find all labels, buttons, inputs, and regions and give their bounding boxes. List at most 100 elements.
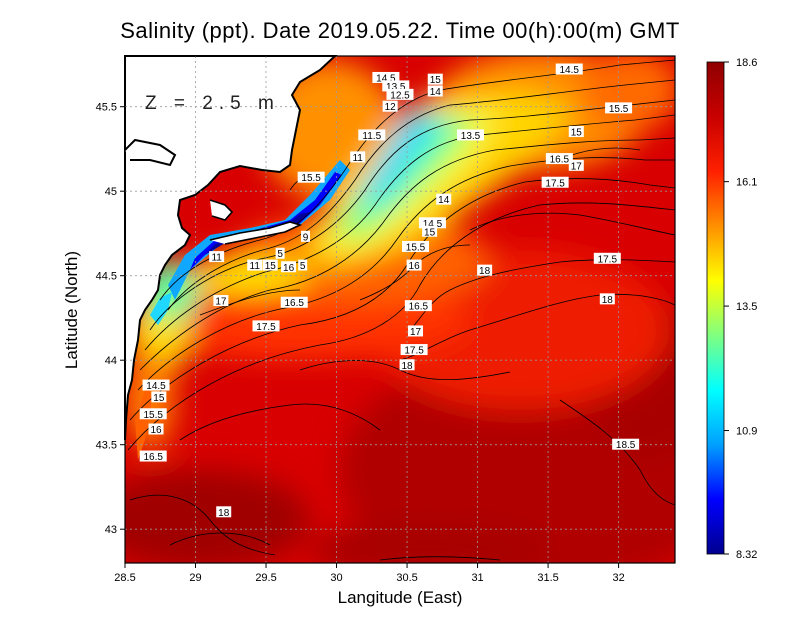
contour-label-text: 11.5: [362, 131, 381, 142]
contour-label-bg: [280, 296, 308, 308]
contour-label-text: 18: [479, 266, 491, 277]
contour-label-text: 12.5: [390, 90, 410, 101]
contour-label: 14.5: [142, 379, 170, 392]
contour-label-bg: [297, 171, 325, 183]
contour-label-text: 16: [150, 425, 162, 436]
contour-label-bg: [298, 259, 308, 271]
contour-label-text: 16: [409, 261, 421, 272]
contour-label: 18: [216, 506, 232, 519]
contour-label-bg: [427, 85, 443, 97]
contour-label-bg: [252, 320, 280, 332]
contour-label-bg: [275, 247, 285, 259]
x-tick-label: 28.5: [114, 572, 135, 584]
contour-label-text: 16.5: [284, 298, 304, 309]
contour-label-bg: [400, 344, 428, 356]
contour-label: 17.5: [593, 252, 621, 265]
depth-annotation: Z = 2.5 m: [145, 93, 280, 114]
colorbar-tick-label: 16.1: [736, 177, 757, 189]
contour-label: 15.5: [297, 171, 325, 184]
contour-label-text: 5: [277, 249, 283, 260]
contour-label-text: 18: [401, 361, 413, 372]
contour-label: 16: [406, 259, 422, 272]
contour-label-bg: [247, 259, 263, 271]
contour-label-bg: [418, 217, 446, 229]
contour-label-text: 15.5: [609, 104, 629, 115]
y-tick-label: 44: [105, 355, 117, 367]
contour-label-bg: [612, 438, 640, 450]
contour-label: 14: [427, 85, 443, 98]
contour-label-text: 14: [438, 195, 450, 206]
contour-label-text: 9: [303, 232, 309, 243]
contour-label-bg: [382, 80, 410, 92]
contour-label-bg: [406, 259, 422, 271]
y-axis-label: Latitude (North): [62, 250, 81, 370]
contour-label: 16.5: [280, 296, 308, 309]
contour-label: 11: [209, 251, 225, 264]
contour-label: 18: [599, 293, 615, 306]
x-tick-label: 32: [612, 572, 624, 584]
contour-label-text: 12: [385, 102, 397, 113]
contour-label-text: 13.5: [461, 131, 481, 142]
contour-label: 15: [422, 225, 438, 238]
contour-label-text: 17.5: [256, 322, 276, 333]
contour-label-bg: [382, 100, 398, 112]
contour-label-bg: [213, 295, 229, 307]
contour-label-text: 17: [215, 297, 227, 308]
contour-label-text: 14: [430, 87, 442, 98]
contour-label-bg: [457, 129, 485, 141]
contour-label-bg: [151, 391, 167, 403]
contour-label-bg: [216, 506, 232, 518]
contour-label-text: 16.5: [550, 155, 570, 166]
colorbar-ticks: 18.6 16.1 13.5 10.9 8.32: [724, 57, 757, 561]
contour-label-bg: [404, 300, 432, 312]
contour-label: 17.5: [400, 344, 428, 357]
x-tick-label: 29.5: [255, 572, 276, 584]
contour-label: 11: [350, 151, 366, 164]
contour-label-text: 15: [153, 393, 165, 404]
y-tick-label: 45: [105, 186, 117, 198]
contour-label-text: 17.5: [545, 178, 565, 189]
contour-label: 17.5: [541, 176, 569, 189]
contour-label-bg: [593, 252, 621, 264]
x-tick-label: 30: [330, 572, 342, 584]
contour-label: 12.5: [386, 88, 414, 101]
contour-label-text: 14.5: [423, 219, 443, 230]
contour-label-text: 16.5: [409, 302, 429, 313]
colorbar-tick-label: 8.32: [736, 549, 757, 561]
contour-label: 9: [301, 230, 311, 243]
x-axis: 28.5 29 29.5 30 30.5 31 31.5 32: [114, 563, 625, 584]
contour-label-bg: [402, 240, 430, 252]
contour-label: 16.5: [139, 450, 167, 463]
y-tick-label: 45.5: [96, 102, 117, 114]
contour-label-text: 16: [283, 263, 295, 274]
contour-label: 15: [427, 73, 443, 86]
contour-label-bg: [436, 193, 452, 205]
contour-label-bg: [386, 88, 414, 100]
colorbar-tick-label: 13.5: [736, 301, 757, 313]
contour-label-text: 17: [571, 161, 583, 172]
contour-label-bg: [142, 379, 170, 391]
contour-label: 17: [408, 325, 424, 338]
salinity-field: [125, 56, 675, 563]
x-axis-label: Langitude (East): [337, 588, 463, 607]
contour-label: 5: [275, 247, 285, 260]
contour-label: 14.5: [555, 63, 583, 76]
contour-label-bg: [399, 359, 415, 371]
contour-label-text: 15: [571, 128, 583, 139]
y-tick-label: 43: [105, 524, 117, 536]
contour-label: 16.5: [545, 153, 573, 166]
contour-label-bg: [372, 71, 400, 83]
contour-label: 15: [262, 259, 278, 272]
x-tick-label: 29: [189, 572, 201, 584]
contour-label-bg: [605, 102, 633, 114]
contour-label: 17: [213, 295, 229, 308]
colorbar-gradient: [706, 61, 725, 555]
contour-label: 16: [148, 423, 164, 436]
colorbar-tick-label: 18.6: [736, 57, 757, 69]
contour-label: 14.5: [418, 217, 446, 230]
contour-label: 17.5: [252, 320, 280, 333]
contour-label-text: 15.5: [406, 242, 426, 253]
contour-label-text: 11: [250, 261, 261, 272]
contour-label-text: 15.5: [143, 410, 163, 421]
